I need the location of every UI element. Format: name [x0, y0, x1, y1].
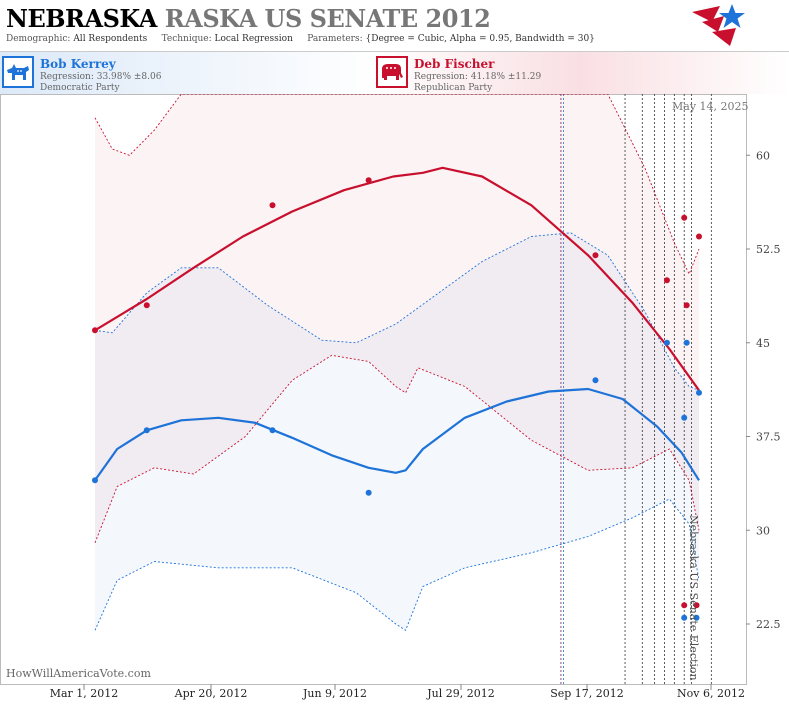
poll-point	[696, 233, 702, 240]
confidence-band	[95, 232, 699, 631]
regression-line	[94, 166, 700, 391]
plot-frame	[0, 94, 747, 685]
page-title: NEBRASKA RASKA US SENATE 2012	[6, 4, 491, 33]
poll-point	[693, 614, 700, 621]
x-tick-label: Jul 29, 2012	[426, 687, 495, 700]
upper-bound-line	[94, 94, 700, 276]
candidate-regression: Regression: 33.98% ±8.06	[40, 72, 162, 82]
demographic-value: All Respondents	[73, 34, 148, 44]
poll-point	[92, 477, 98, 484]
poll-point	[592, 377, 599, 384]
y-tick-label: 52.5	[756, 243, 781, 256]
parameters-value: {Degree = Cubic, Alpha = 0.95, Bandwidth…	[365, 34, 595, 44]
chart-area: 22.5 30 37.5 45 52.5 60 Mar 1, 2012 Apr 20, 201…	[0, 94, 789, 704]
y-tick-label: 30	[756, 524, 770, 537]
y-tick-label: 22.5	[756, 618, 781, 631]
candidate-party: Democratic Party	[40, 83, 120, 93]
poll-point	[681, 414, 688, 421]
candidate-name: Bob Kerrey	[40, 57, 116, 71]
site-logo-icon	[692, 4, 745, 46]
candidate-regression: Regression: 41.18% ±11.29	[414, 72, 542, 82]
poll-point	[92, 327, 98, 334]
site-credit: HowWillAmericaVote.com	[6, 667, 151, 680]
poll-point	[693, 602, 700, 609]
x-tick-label: Nov 6, 2012	[677, 687, 745, 700]
x-tick-label: Jun 9, 2012	[302, 687, 367, 700]
poll-point	[592, 252, 599, 259]
x-tick-label: Apr 20, 2012	[174, 687, 248, 700]
poll-point	[663, 277, 670, 284]
poll-point	[683, 339, 690, 346]
poll-point	[683, 302, 690, 309]
poll-point	[143, 427, 150, 434]
poll-point	[681, 614, 688, 621]
poll-point	[681, 214, 688, 221]
poll-point	[269, 202, 276, 209]
elephant-icon	[376, 56, 408, 88]
y-tick-label: 45	[756, 337, 770, 350]
candidate-party: Republican Party	[414, 83, 493, 93]
poll-point	[365, 177, 372, 184]
candidate-legend: Bob Kerrey Regression: 33.98% ±8.06 Demo…	[0, 52, 789, 94]
x-tick-label: Mar 1, 2012	[50, 687, 119, 700]
chart-vertical-title: Nebraska US Senate Election	[687, 515, 700, 681]
poll-point	[269, 427, 276, 434]
chart-header: NEBRASKA RASKA US SENATE 2012 Demographi…	[0, 0, 789, 52]
lower-bound-line	[94, 498, 700, 631]
confidence-band	[95, 94, 699, 543]
candidate-name: Deb Fischer	[414, 57, 495, 71]
regression-chart: 22.5 30 37.5 45 52.5 60 Mar 1, 2012 Apr 20, 201…	[0, 94, 781, 700]
poll-point	[681, 602, 688, 609]
regression-line	[94, 387, 700, 481]
y-tick-label: 60	[756, 149, 770, 162]
technique-value: Local Regression	[214, 34, 293, 44]
date-stamp: May 14, 2025	[672, 100, 749, 113]
poll-point	[143, 302, 150, 309]
parameter-line: Demographic: All Respondents Technique: …	[6, 34, 595, 44]
poll-point	[663, 339, 670, 346]
upper-bound-line	[94, 232, 700, 391]
donkey-icon	[2, 56, 34, 88]
x-tick-label: Sep 17, 2012	[550, 687, 624, 700]
y-tick-label: 37.5	[756, 431, 781, 444]
lower-bound-line	[94, 354, 700, 543]
poll-point	[696, 389, 702, 396]
poll-point	[365, 489, 372, 496]
